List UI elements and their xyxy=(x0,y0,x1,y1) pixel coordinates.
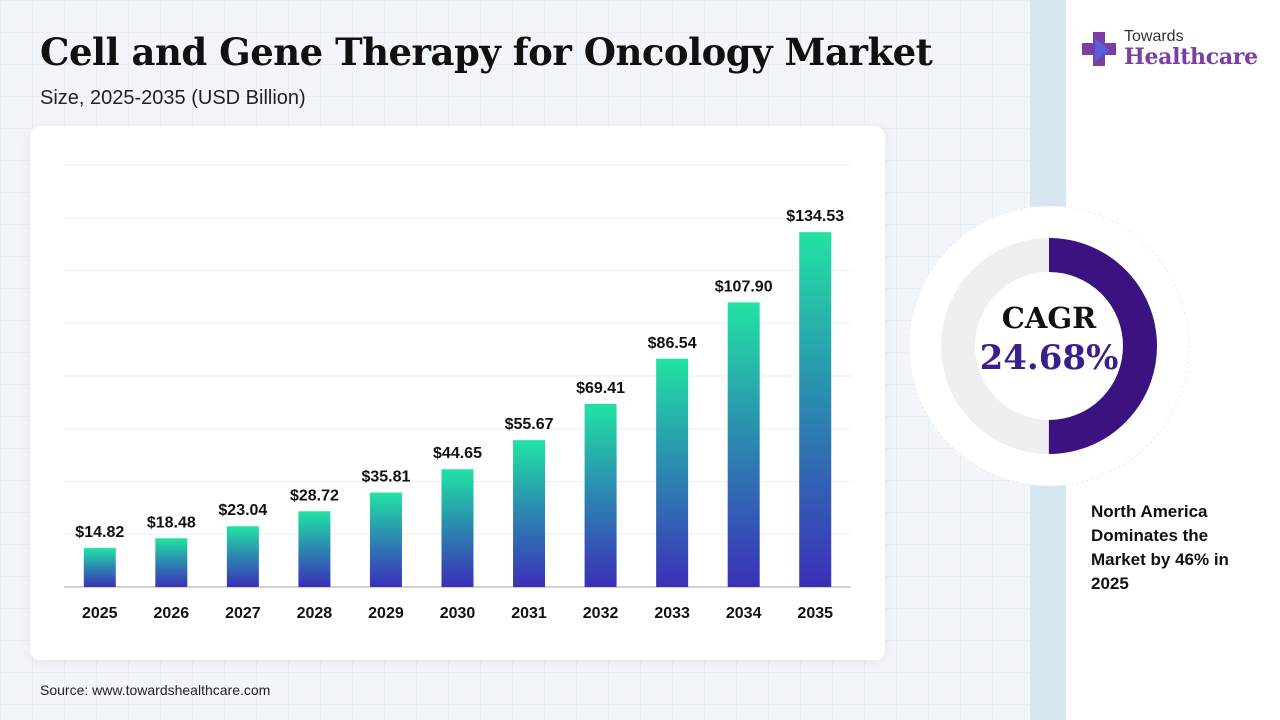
bar-2029 xyxy=(369,492,402,587)
x-tick-label: 2033 xyxy=(654,605,690,622)
x-tick-label: 2032 xyxy=(583,605,619,622)
bar-2028 xyxy=(298,511,331,587)
bar-value-label: $18.48 xyxy=(147,514,196,531)
bar-value-label: $107.90 xyxy=(715,278,773,295)
medical-cross-icon xyxy=(1082,32,1116,66)
cagr-label: CAGR xyxy=(1001,301,1097,335)
chart-card: $14.82 2025 $18.48 2026 $23.04 2027 $28.72 2028… xyxy=(30,126,885,660)
bar-value-label: $23.04 xyxy=(218,502,267,519)
bar-2026 xyxy=(155,538,188,587)
x-tick-label: 2028 xyxy=(297,605,333,622)
cagr-value: 24.68% xyxy=(979,338,1119,378)
brand-name: Healthcare xyxy=(1124,44,1258,70)
bar-2034 xyxy=(727,302,760,587)
bar-2027 xyxy=(226,526,259,587)
page-subtitle: Size, 2025-2035 (USD Billion) xyxy=(40,87,306,109)
cagr-ring-fill xyxy=(941,238,1157,454)
bar-2025 xyxy=(83,547,116,587)
x-tick-label: 2029 xyxy=(368,605,404,622)
x-tick-label: 2027 xyxy=(225,605,261,622)
bar-2033 xyxy=(656,358,689,587)
x-tick-label: 2031 xyxy=(511,605,547,622)
bar-2032 xyxy=(584,403,617,587)
source-note: Source: www.towardshealthcare.com xyxy=(40,682,271,698)
x-tick-label: 2030 xyxy=(440,605,476,622)
bar-value-label: $86.54 xyxy=(648,335,697,352)
region-note: North America Dominates the Market by 46… xyxy=(1091,502,1229,593)
brand-logo: Towards Healthcare xyxy=(1080,28,1260,78)
bar-2035 xyxy=(799,232,832,587)
bar-value-label: $69.41 xyxy=(576,380,625,397)
bar-value-label: $35.81 xyxy=(361,469,410,486)
cagr-donut xyxy=(908,205,1190,487)
bar-chart: $14.82 2025 $18.48 2026 $23.04 2027 $28.72 2028… xyxy=(64,164,851,622)
brand-top-text: Towards xyxy=(1124,28,1184,45)
bar-2031 xyxy=(513,440,546,587)
bar-value-label: $44.65 xyxy=(433,445,482,462)
bar-2030 xyxy=(441,469,474,587)
x-tick-label: 2034 xyxy=(726,605,762,622)
bar-value-label: $28.72 xyxy=(290,487,339,504)
x-tick-label: 2026 xyxy=(154,605,190,622)
x-tick-label: 2025 xyxy=(82,605,118,622)
bar-value-label: $134.53 xyxy=(786,208,844,225)
page-title: Cell and Gene Therapy for Oncology Marke… xyxy=(40,30,933,74)
bar-value-label: $55.67 xyxy=(505,416,554,433)
x-tick-label: 2035 xyxy=(797,605,833,622)
bar-value-label: $14.82 xyxy=(75,524,124,541)
